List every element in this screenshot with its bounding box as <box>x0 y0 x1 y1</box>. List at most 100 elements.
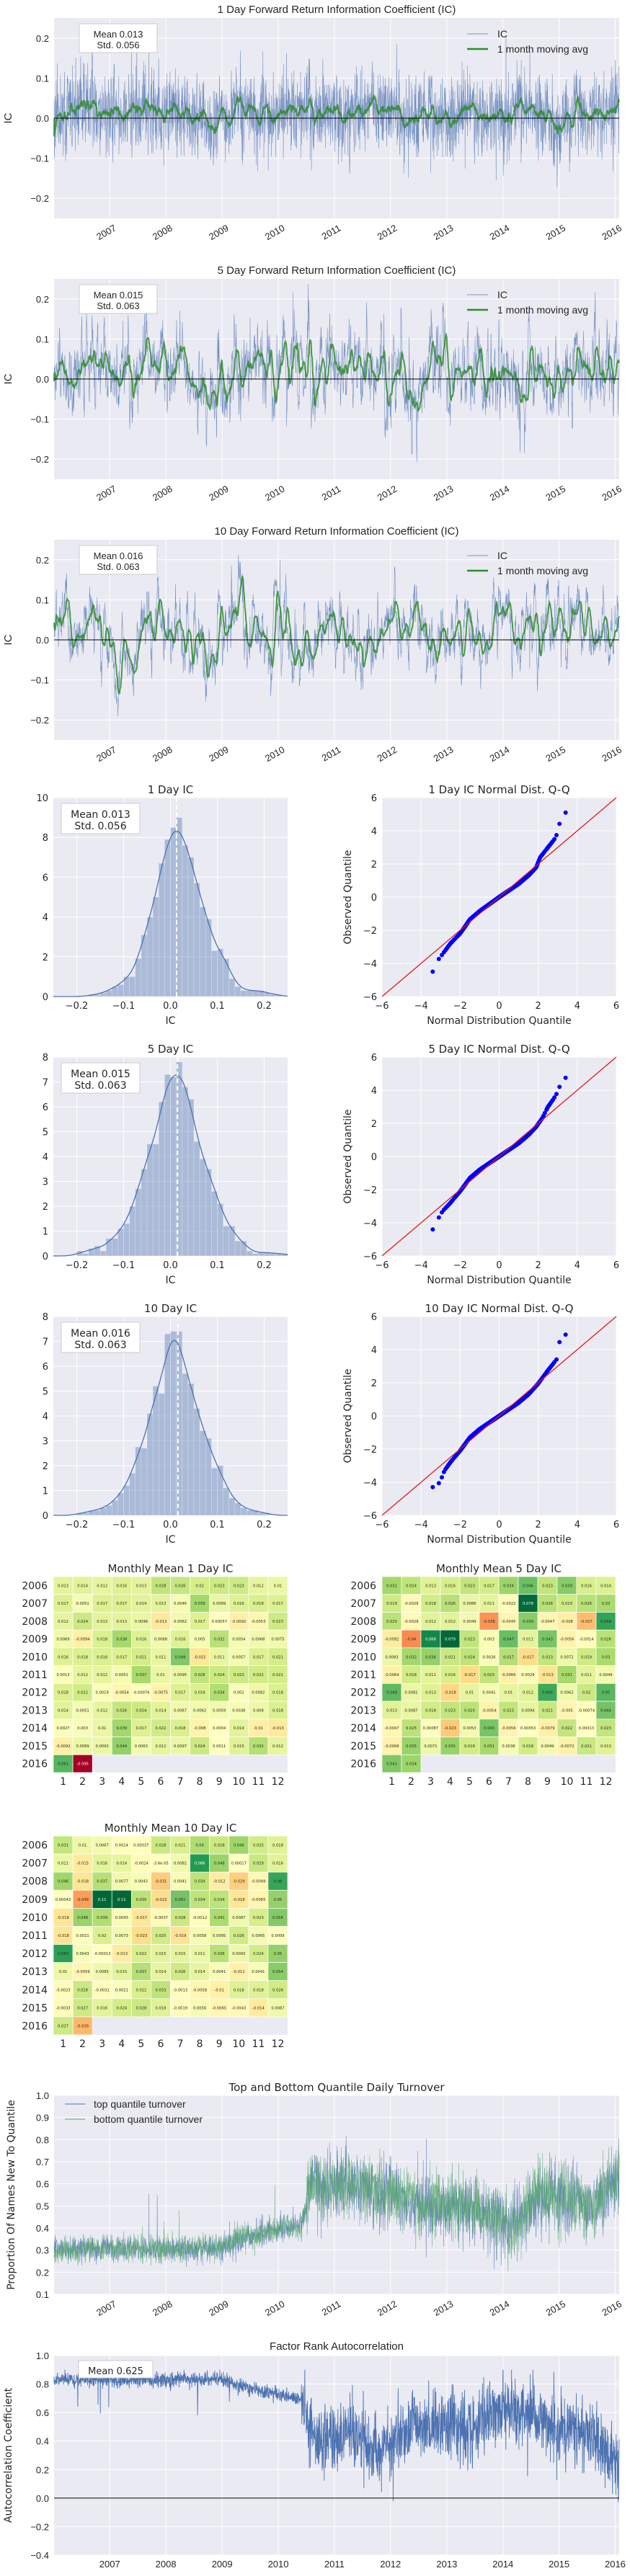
heatmap-cell-value: 0.026 <box>175 1970 186 1974</box>
heatmap-cell-value: 0.08 <box>274 1880 283 1884</box>
heatmap-cell-value: 0.003 <box>484 1638 494 1642</box>
heatmap-cell-value: -0.017 <box>522 1655 534 1659</box>
heatmap-cell <box>130 1719 151 1737</box>
heatmap-column-label: 6 <box>486 1776 492 1788</box>
legend-moving-avg-label: 1 month moving avg <box>497 43 588 55</box>
histogram-bar <box>240 1507 247 1516</box>
histogram-bar <box>234 1502 241 1516</box>
heatmap-cell <box>92 1737 112 1755</box>
heatmap-cell-value: 0.023 <box>600 1726 611 1731</box>
histogram-bar <box>217 1203 223 1257</box>
x-tick-label: 2008 <box>151 483 174 503</box>
x-tick-label: 0 <box>496 1260 502 1271</box>
heatmap-cell-value: 0.0063 <box>135 1744 148 1749</box>
histogram-bar <box>146 917 154 997</box>
chart-title: Top and Bottom Quantile Daily Turnover <box>228 2081 445 2094</box>
y-tick-label: 0.8 <box>36 2134 49 2145</box>
bottom-quantile-turnover-line <box>53 2137 620 2272</box>
heatmap-column-label: 10 <box>232 1776 245 1788</box>
heatmap-cell-value: 0.0014 <box>115 1844 129 1848</box>
heatmap-cell-value: -0.027 <box>580 1620 593 1624</box>
heatmap-cell <box>595 1683 616 1702</box>
kde-curve <box>53 1074 288 1257</box>
heatmap-cell <box>130 1998 151 2018</box>
chart-title: Monthly Mean 1 Day IC <box>107 1562 233 1575</box>
heatmap-cell <box>420 1647 441 1666</box>
heatmap-cell-value: 0.016 <box>97 2006 107 2010</box>
heatmap-cell <box>479 1737 500 1755</box>
heatmap-cell-value: -0.00013 <box>94 1952 110 1956</box>
qq-point <box>436 1481 441 1486</box>
heatmap-cell <box>130 1629 151 1649</box>
heatmap-cell-value: 0.0043 <box>115 1916 128 1920</box>
heatmap-cell <box>459 1683 480 1702</box>
heatmap-cell <box>72 1594 93 1613</box>
y-tick-label: 7 <box>43 1337 48 1348</box>
heatmap-cell <box>130 1665 151 1684</box>
heatmap-column-label: 11 <box>252 2038 265 2050</box>
heatmap-row-label: 2011 <box>350 1670 376 1681</box>
heatmap-cell-value: 0.024 <box>195 1744 206 1749</box>
heatmap-cell-value: 0.018 <box>425 1602 436 1606</box>
y-tick-label: 6 <box>371 1312 377 1323</box>
heatmap-cell-value: 0.011 <box>523 1638 533 1642</box>
heatmap-cell-value: 0.0077 <box>115 1880 128 1884</box>
heatmap-cell <box>92 1665 112 1684</box>
qq-point <box>557 821 562 826</box>
heatmap-cell-value: -0.04 <box>407 1638 417 1642</box>
heatmap-cell-value: -0.0092 <box>56 1744 71 1749</box>
heatmap-cell-value: 0.014 <box>136 1602 147 1606</box>
heatmap-cell-value: -0.018 <box>57 1934 69 1938</box>
heatmap-cell-value: -0.0054 <box>115 1691 130 1695</box>
y-tick-label: 0.0 <box>36 374 49 385</box>
heatmap-cell-value: 0.01 <box>79 1844 87 1848</box>
chart-title: 1 Day IC <box>148 783 194 796</box>
chart-title: 5 Day Forward Return Information Coeffic… <box>218 264 456 277</box>
x-tick-label: 2007 <box>94 2299 118 2318</box>
histogram-bar <box>182 1373 189 1516</box>
heatmap-cell-value: 0.011 <box>195 1952 205 1956</box>
heatmap-cell-value: 0.014 <box>58 1708 69 1713</box>
heatmap-cell-value: 0.035 <box>406 1744 417 1749</box>
heatmap-cell-value: 0.034 <box>406 1762 417 1767</box>
x-tick-label: 2014 <box>492 2559 513 2570</box>
quantile-turnover-chart: Top and Bottom Quantile Daily Turnover Pr… <box>6 2081 624 2318</box>
heatmap-cell <box>92 1908 112 1927</box>
qq-point <box>436 1215 441 1220</box>
x-tick-label: 6 <box>613 1001 619 1012</box>
heatmap-row-label: 2006 <box>22 1840 48 1852</box>
heatmap-row-label: 2007 <box>350 1598 376 1610</box>
y-axis-label: Proportion Of Names New To Quantile <box>6 2100 17 2290</box>
heatmap-cell-value: 0.023 <box>484 1673 494 1677</box>
x-tick-label: 2015 <box>549 2559 569 2570</box>
heatmap-cell-value: 0.028 <box>214 1844 225 1848</box>
qq-point <box>563 1332 568 1337</box>
heatmap-cell <box>151 1647 171 1666</box>
heatmap-cell-value: 0.032 <box>253 1744 264 1749</box>
legend-ic-label: IC <box>497 28 507 40</box>
heatmap-cell <box>518 1683 538 1702</box>
y-tick-label: −0.2 <box>30 715 49 726</box>
heatmap-cell-value: 0.016 <box>272 1862 283 1866</box>
heatmap-cell <box>498 1719 519 1737</box>
heatmap-cell <box>151 1719 171 1737</box>
heatmap-row-label: 2010 <box>22 1912 48 1924</box>
y-tick-label: 0.1 <box>36 334 49 344</box>
histogram-bar <box>199 906 206 997</box>
heatmap-cell <box>381 1576 402 1595</box>
heatmap-cell <box>576 1683 597 1702</box>
heatmap-cell-value: 0.023 <box>234 1673 244 1677</box>
x-tick-label: 2013 <box>432 223 456 242</box>
heatmap-cell <box>72 2016 93 2036</box>
heatmap-row-label: 2011 <box>22 1670 48 1681</box>
heatmap-cell <box>420 1612 441 1631</box>
heatmap-cell <box>595 1612 616 1631</box>
heatmap-cell-value: 0.0038 <box>502 1744 515 1749</box>
heatmap-cell <box>190 1835 210 1855</box>
heatmap-cell <box>595 1665 616 1684</box>
stats-annotation-text: Std. 0.056 <box>97 40 139 50</box>
heatmap-cell <box>248 1944 269 1963</box>
x-tick-label: 2015 <box>544 2299 568 2318</box>
heatmap-cell <box>92 1647 112 1666</box>
heatmap-cell <box>92 1701 112 1720</box>
